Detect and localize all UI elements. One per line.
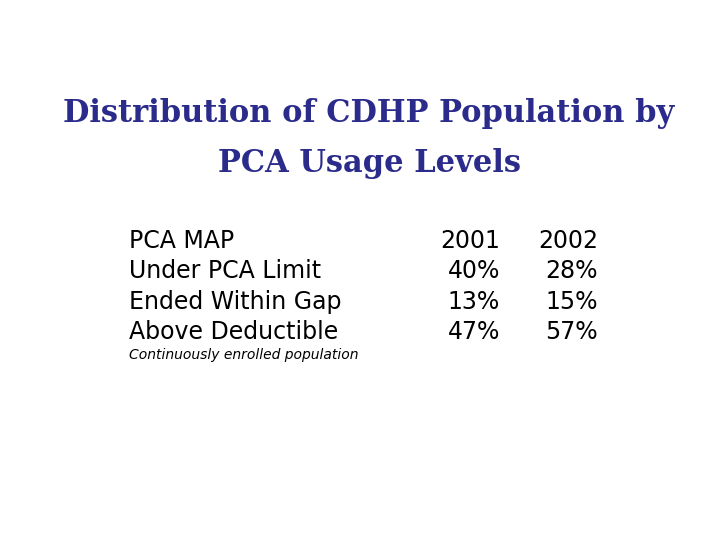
Text: Under PCA Limit: Under PCA Limit <box>129 259 321 284</box>
Text: Distribution of CDHP Population by: Distribution of CDHP Population by <box>63 98 675 129</box>
Text: 2002: 2002 <box>538 229 598 253</box>
Text: 15%: 15% <box>545 290 598 314</box>
Text: Continuously enrolled population: Continuously enrolled population <box>129 348 359 362</box>
Text: Above Deductible: Above Deductible <box>129 320 338 344</box>
Text: 2001: 2001 <box>440 229 500 253</box>
Text: 40%: 40% <box>448 259 500 284</box>
Text: Ended Within Gap: Ended Within Gap <box>129 290 341 314</box>
Text: 47%: 47% <box>448 320 500 344</box>
Text: 57%: 57% <box>545 320 598 344</box>
Text: PCA MAP: PCA MAP <box>129 229 234 253</box>
Text: 28%: 28% <box>545 259 598 284</box>
Text: PCA Usage Levels: PCA Usage Levels <box>217 148 521 179</box>
Text: 13%: 13% <box>448 290 500 314</box>
